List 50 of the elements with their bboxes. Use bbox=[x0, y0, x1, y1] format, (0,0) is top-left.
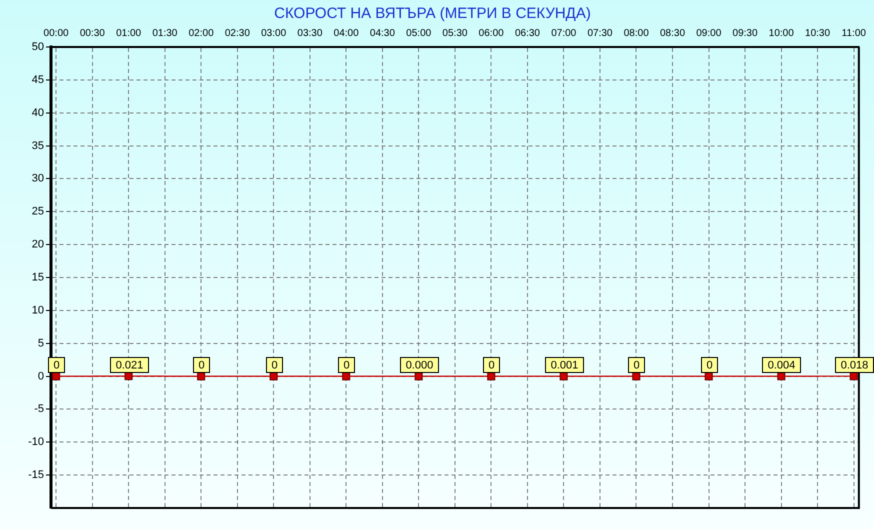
x-tick-label: 10:30 bbox=[805, 28, 830, 39]
x-tick-label: 05:00 bbox=[406, 28, 432, 39]
y-tick-label: -15 bbox=[28, 469, 44, 482]
x-tick-label: 08:30 bbox=[660, 28, 686, 39]
x-tick-label: 03:00 bbox=[261, 28, 287, 39]
y-tick-label: 50 bbox=[32, 41, 44, 54]
data-label: 0 bbox=[633, 360, 640, 372]
chart-title: СКОРОСТ НА ВЯТЪРА (МЕТРИ В СЕКУНДА) bbox=[274, 5, 591, 22]
x-tick-label: 00:30 bbox=[80, 28, 106, 39]
y-tick-label: 5 bbox=[38, 337, 44, 350]
x-tick-label: 04:30 bbox=[370, 28, 396, 39]
y-tick-label: 25 bbox=[32, 206, 44, 218]
x-tick-label: 09:00 bbox=[696, 28, 722, 39]
y-tick-label: 30 bbox=[32, 172, 44, 185]
data-label: 0 bbox=[343, 360, 350, 372]
y-tick-label: 0 bbox=[38, 370, 44, 382]
x-tick-label: 06:30 bbox=[514, 28, 540, 39]
data-label: 0 bbox=[706, 360, 713, 372]
data-label: 0.001 bbox=[550, 360, 578, 372]
x-tick-label: 07:30 bbox=[587, 28, 613, 39]
x-tick-label: 01:00 bbox=[116, 28, 142, 39]
x-tick-label: 08:00 bbox=[624, 28, 650, 39]
x-tick-label: 01:30 bbox=[152, 28, 178, 39]
data-label: 0.021 bbox=[116, 360, 144, 372]
y-tick-label: 45 bbox=[32, 74, 44, 86]
data-label: 0 bbox=[488, 360, 495, 372]
data-label: 0 bbox=[198, 360, 205, 372]
data-label: 0.004 bbox=[768, 360, 796, 372]
data-label: 0.018 bbox=[840, 360, 868, 372]
data-label: 0.000 bbox=[406, 360, 434, 372]
y-tick-label: 20 bbox=[32, 238, 44, 251]
x-tick-label: 03:30 bbox=[297, 28, 323, 39]
x-tick-label: 09:30 bbox=[732, 28, 758, 39]
x-tick-label: 07:00 bbox=[551, 28, 577, 39]
y-tick-label: 35 bbox=[32, 140, 44, 152]
y-tick-label: -5 bbox=[34, 403, 44, 416]
data-label: 0 bbox=[271, 360, 278, 372]
x-tick-label: 00:00 bbox=[44, 28, 70, 39]
x-tick-label: 04:00 bbox=[334, 28, 360, 39]
y-tick-label: -10 bbox=[28, 436, 44, 448]
x-tick-label: 05:30 bbox=[442, 28, 468, 39]
x-tick-label: 02:30 bbox=[224, 28, 250, 39]
x-tick-label: 10:00 bbox=[768, 28, 794, 39]
x-tick-label: 06:00 bbox=[478, 28, 504, 39]
y-tick-label: 40 bbox=[32, 106, 44, 119]
x-tick-label: 11:00 bbox=[842, 28, 866, 39]
x-tick-label: 02:00 bbox=[188, 28, 214, 39]
y-tick-label: 15 bbox=[32, 272, 44, 284]
data-label: 0 bbox=[53, 360, 60, 372]
y-tick-label: 10 bbox=[32, 304, 44, 316]
